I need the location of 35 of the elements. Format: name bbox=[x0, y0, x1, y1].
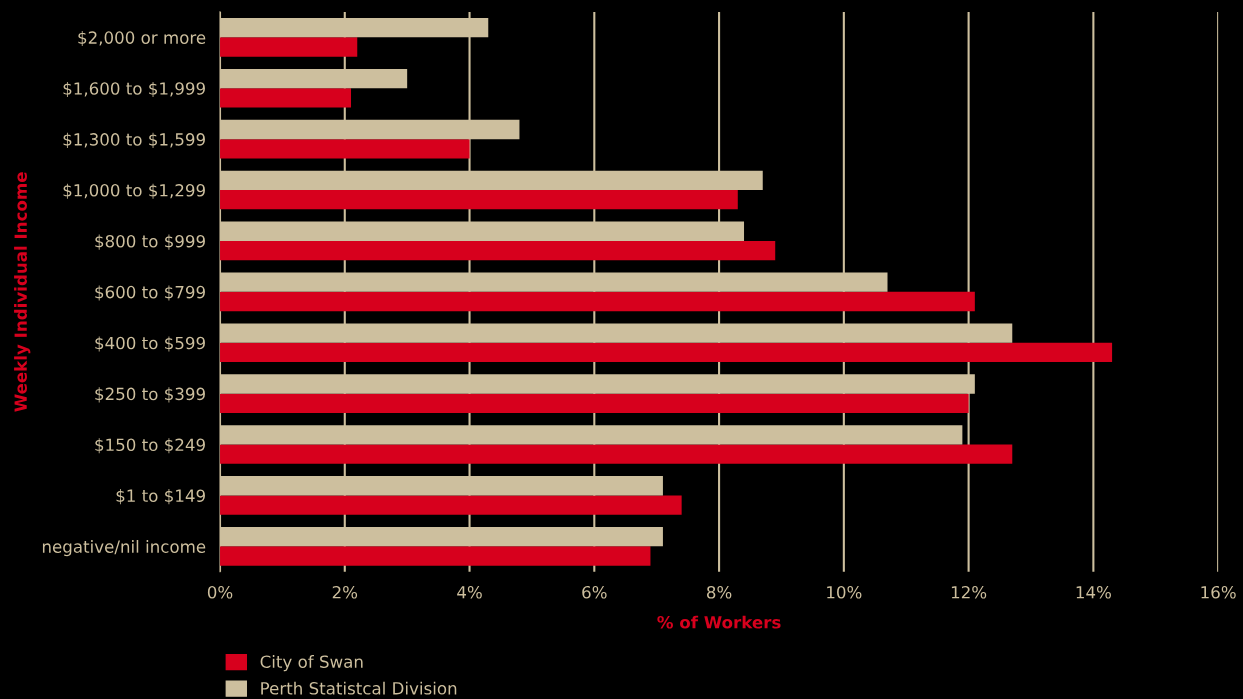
bar bbox=[220, 139, 470, 159]
bar bbox=[220, 393, 969, 413]
x-tick-label: 16% bbox=[1201, 585, 1236, 599]
legend-label: City of Swan bbox=[260, 655, 363, 672]
bar bbox=[220, 495, 682, 515]
x-axis-title: % of Workers bbox=[657, 615, 781, 629]
legend-label: Perth Statistcal Division bbox=[261, 681, 457, 695]
y-tick-label: $400 to $599 bbox=[95, 336, 205, 352]
y-tick-label: $1 to $149 bbox=[116, 489, 205, 505]
bar bbox=[220, 240, 776, 261]
bar bbox=[220, 88, 352, 108]
y-tick-label: $2,000 or more bbox=[78, 31, 206, 47]
x-tick-label: 14% bbox=[1076, 585, 1111, 599]
bar bbox=[220, 444, 1013, 464]
y-axis-title: Weekly Individual Income bbox=[14, 172, 31, 412]
y-tick-label: $800 to $999 bbox=[95, 234, 205, 250]
y-tick-label: $150 to $249 bbox=[95, 438, 205, 454]
bar bbox=[220, 37, 358, 57]
y-tick-label: negative/nil income bbox=[42, 540, 206, 557]
x-tick-label: 4% bbox=[457, 585, 482, 599]
x-tick-label: 0% bbox=[207, 585, 233, 599]
bar bbox=[220, 190, 738, 210]
y-tick-label: $1,300 to $1,599 bbox=[63, 132, 205, 148]
y-tick-label: $1,600 to $1,999 bbox=[63, 81, 205, 98]
x-tick-label: 2% bbox=[332, 585, 358, 599]
y-tick-label: $600 to $799 bbox=[95, 285, 205, 301]
y-tick-label: $250 to $399 bbox=[95, 387, 205, 403]
x-tick-label: 10% bbox=[827, 585, 862, 599]
bar bbox=[220, 291, 975, 312]
x-tick-label: 8% bbox=[706, 585, 732, 599]
y-tick-label: $1,000 to $1,299 bbox=[63, 183, 205, 199]
x-tick-label: 12% bbox=[951, 585, 987, 599]
x-tick-label: 6% bbox=[582, 585, 607, 599]
bar bbox=[220, 342, 1113, 363]
bar bbox=[220, 546, 651, 566]
